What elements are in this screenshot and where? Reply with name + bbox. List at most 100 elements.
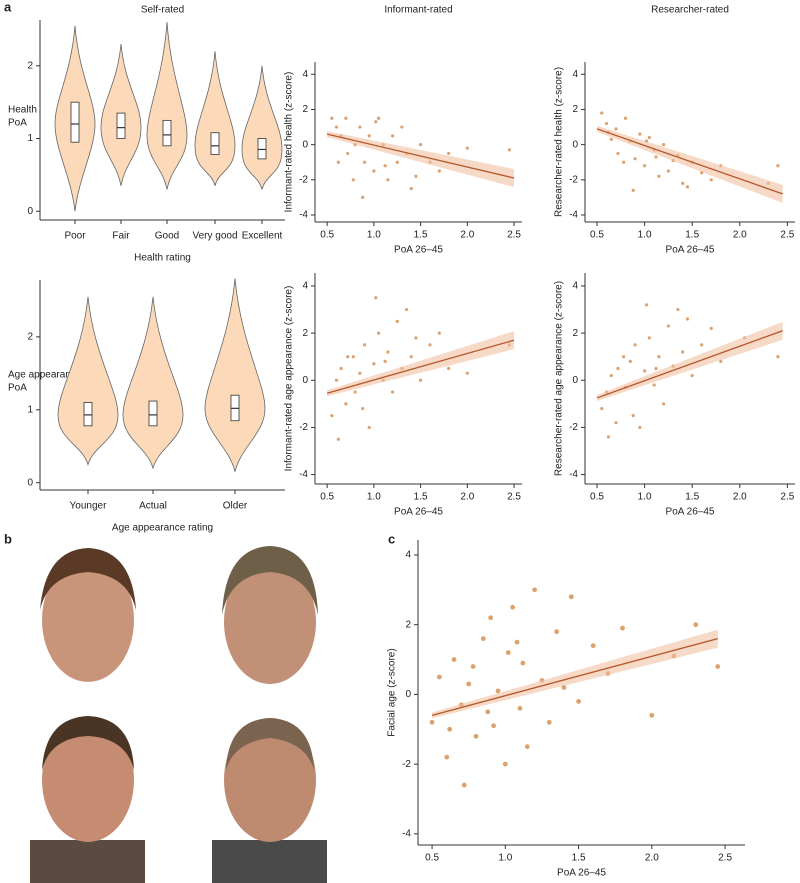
face	[40, 548, 136, 682]
x-axis-label: Age appearance rating	[112, 523, 213, 534]
x-tick-label: 2.0	[733, 230, 747, 241]
point	[590, 643, 596, 649]
point	[657, 355, 661, 359]
x-tick-label: 0.5	[590, 230, 604, 241]
y-tick-label: 2	[27, 332, 33, 343]
point	[700, 343, 704, 347]
point	[614, 421, 618, 425]
y-axis-label: Researcher-rated health (z-score)	[554, 67, 565, 217]
point	[495, 688, 501, 694]
point	[715, 664, 721, 669]
point	[372, 362, 376, 366]
point	[390, 134, 395, 138]
y-axis-label: Health	[8, 105, 37, 116]
y-tick-label: 4	[302, 281, 308, 292]
point	[470, 664, 476, 669]
point	[776, 164, 780, 168]
x-axis-label: PoA 26–45	[666, 507, 715, 518]
confidence-band	[432, 629, 718, 719]
point	[372, 169, 376, 173]
point	[568, 594, 574, 600]
point	[447, 366, 451, 371]
point	[532, 587, 538, 593]
y-tick-label: 0	[572, 139, 578, 150]
point	[414, 336, 418, 340]
face	[222, 546, 318, 684]
face-images	[30, 546, 327, 883]
point	[339, 366, 343, 371]
point	[400, 125, 404, 129]
point	[419, 378, 423, 382]
point	[546, 719, 552, 725]
point	[622, 160, 626, 164]
x-tick-label: 1.0	[498, 853, 512, 864]
point	[361, 195, 365, 199]
y-tick-label: 0	[572, 375, 578, 386]
point	[654, 155, 658, 159]
point	[502, 761, 508, 767]
point	[386, 350, 390, 354]
point	[361, 406, 365, 411]
point	[685, 185, 690, 189]
x-tick-label: Excellent	[242, 231, 283, 242]
chart: -4 -2 0 2 4 PoA 26–45 Researcher-rated age app…	[554, 273, 795, 518]
y-tick-label: -2	[402, 759, 411, 770]
point	[719, 359, 723, 364]
x-tick-label: 1.5	[572, 853, 586, 864]
point	[334, 378, 339, 382]
confidence-band	[327, 331, 515, 397]
point	[488, 615, 494, 621]
violin	[57, 296, 119, 466]
point	[709, 326, 713, 331]
point	[520, 660, 526, 666]
point	[514, 639, 520, 645]
point	[346, 151, 350, 156]
y-tick-label: 2	[302, 328, 308, 339]
point	[657, 174, 661, 178]
y-tick-label: -2	[299, 422, 308, 433]
violin	[204, 278, 266, 472]
point	[344, 116, 348, 120]
point	[620, 625, 625, 631]
point	[390, 390, 395, 394]
box	[257, 138, 267, 160]
x-tick-label: 1.0	[367, 230, 381, 241]
point	[690, 373, 694, 378]
point	[395, 160, 399, 164]
face	[30, 716, 145, 883]
violin	[122, 296, 184, 470]
point	[633, 157, 637, 161]
x-axis-label: PoA 26–45	[557, 868, 606, 879]
point	[638, 425, 642, 430]
point	[330, 116, 334, 120]
point	[642, 164, 647, 168]
x-tick-label: 0.5	[425, 853, 439, 864]
point	[334, 125, 339, 129]
point	[336, 437, 340, 441]
point	[383, 164, 387, 168]
point	[409, 186, 413, 191]
point	[367, 134, 371, 138]
point	[524, 744, 530, 750]
x-tick-label: 2.5	[780, 230, 794, 241]
x-axis-label: PoA 26–45	[394, 507, 443, 518]
x-tick-label: 1.5	[414, 230, 428, 241]
confidence-band	[327, 131, 515, 188]
y-tick-label: 2	[302, 104, 308, 115]
point	[600, 111, 604, 115]
point	[561, 685, 567, 690]
x-tick-label: 1.0	[638, 230, 652, 241]
point	[351, 178, 355, 182]
x-tick-label: Very good	[192, 231, 237, 242]
y-tick-label: 1	[27, 404, 33, 415]
x-tick-label: 2.0	[733, 492, 747, 503]
point	[404, 307, 409, 312]
y-tick-label: -2	[569, 422, 578, 433]
point	[419, 143, 423, 147]
point	[576, 698, 581, 704]
point	[606, 435, 611, 439]
point	[616, 366, 620, 371]
point	[628, 359, 632, 364]
point	[447, 151, 451, 156]
